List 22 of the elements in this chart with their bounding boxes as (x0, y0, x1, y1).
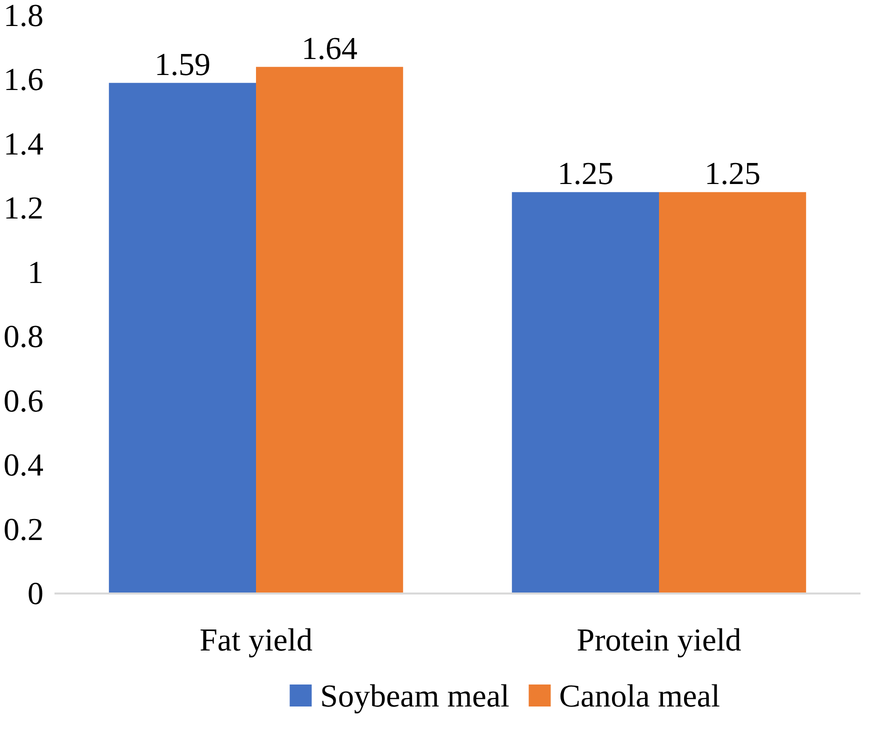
x-tick-label: Protein yield (576, 622, 742, 658)
y-tick-label: 0.4 (4, 446, 44, 483)
data-label: 1.25 (557, 155, 614, 192)
y-tick-label: 0 (28, 575, 44, 611)
y-tick-label: 1.2 (4, 190, 44, 226)
y-tick-label: 1.4 (4, 125, 44, 162)
x-tick-label: Fat yield (200, 622, 312, 658)
y-tick-label: 1.6 (4, 61, 44, 98)
y-tick-label: 0.2 (4, 510, 44, 547)
data-label: 1.59 (154, 46, 210, 82)
y-tick-label: 1 (28, 254, 44, 290)
legend-label: Soybeam meal (320, 678, 510, 714)
y-tick-label: 0.8 (4, 318, 44, 354)
y-tick-label: 0.6 (4, 382, 44, 418)
legend-label: Canola meal (559, 678, 720, 714)
data-label: 1.64 (302, 30, 358, 66)
bar (108, 82, 256, 594)
y-tick-label: 1.8 (4, 0, 44, 33)
bar (256, 66, 404, 594)
data-label: 1.25 (704, 155, 761, 192)
bar (659, 192, 806, 594)
bar (512, 192, 659, 594)
